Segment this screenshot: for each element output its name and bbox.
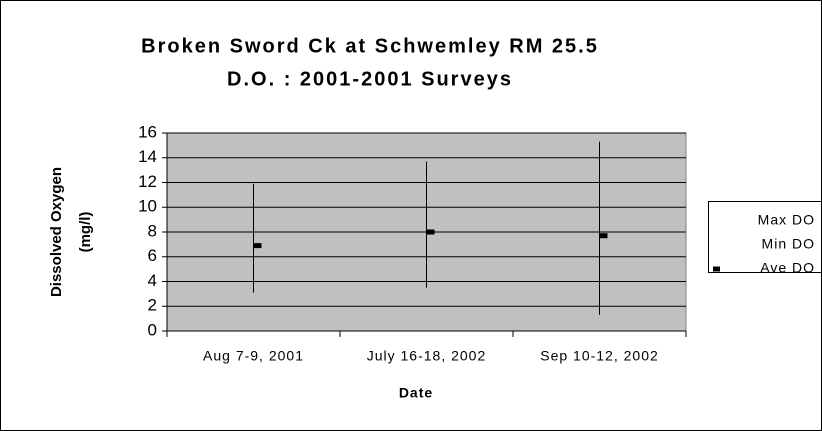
x-tick-label: Aug 7-9, 2001	[203, 348, 304, 364]
y-tick-label: 4	[148, 271, 157, 290]
y-axis-label: Dissolved Oxygen	[48, 167, 65, 297]
y-tick-label: 8	[148, 221, 157, 240]
legend-label: Max DO	[758, 212, 815, 228]
y-axis-label: (mg/l)	[77, 212, 94, 253]
y-tick-label: 6	[148, 246, 157, 265]
y-tick-label: 2	[148, 296, 157, 315]
average-marker	[426, 229, 435, 235]
chart-subtitle: D.O. : 2001-2001 Surveys	[227, 68, 513, 90]
average-marker	[253, 243, 262, 249]
legend-box	[708, 201, 822, 273]
x-tick-label: Sep 10-12, 2002	[540, 348, 659, 364]
average-marker	[599, 233, 608, 239]
legend-label: Min DO	[762, 236, 815, 252]
legend-marker	[713, 266, 720, 272]
y-tick-label: 16	[138, 122, 157, 141]
legend-label: Ave DO	[760, 260, 815, 276]
chart-title: Broken Sword Ck at Schwemley RM 25.5	[141, 35, 599, 57]
x-axis-label: Date	[399, 385, 433, 401]
y-tick-label: 14	[138, 147, 157, 166]
x-tick-label: July 16-18, 2002	[367, 348, 487, 364]
y-tick-label: 10	[138, 197, 157, 216]
y-tick-label: 0	[148, 320, 157, 339]
y-tick-label: 12	[138, 172, 157, 191]
